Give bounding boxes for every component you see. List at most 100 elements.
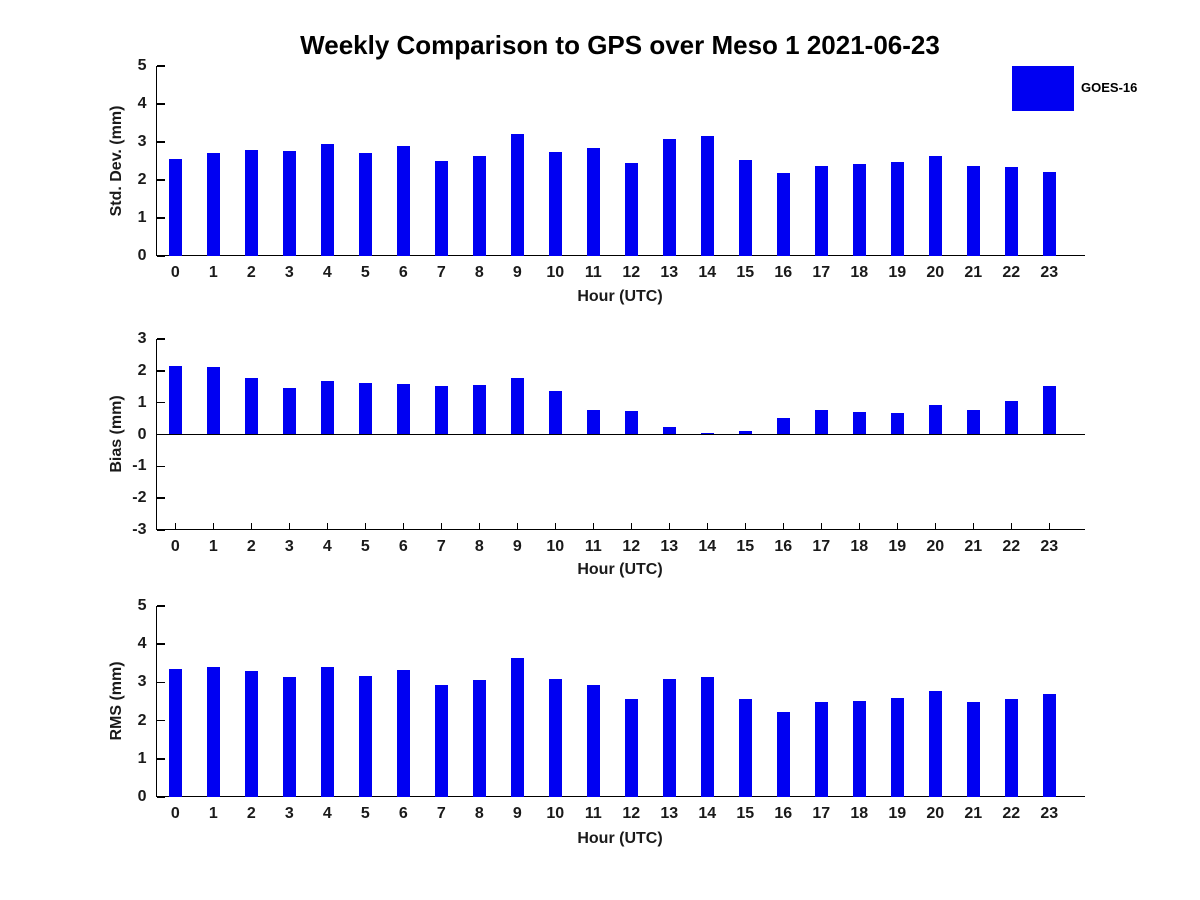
x-tick bbox=[706, 522, 709, 529]
bar-hour-6 bbox=[396, 670, 410, 797]
bar-hour-1 bbox=[206, 153, 220, 256]
y-tick-label: 3 bbox=[137, 133, 147, 150]
y-tick bbox=[157, 758, 165, 760]
y-axis bbox=[155, 66, 157, 256]
bar-hour-17 bbox=[814, 166, 828, 256]
x-tick-label: 12 bbox=[622, 264, 641, 281]
x-tick-label: 20 bbox=[926, 264, 945, 281]
bar-hour-18 bbox=[852, 700, 866, 797]
y-tick-label: 3 bbox=[137, 673, 147, 691]
y-tick bbox=[157, 255, 165, 257]
x-tick-label: 10 bbox=[546, 264, 565, 281]
x-tick bbox=[250, 522, 253, 529]
x-tick-label: 7 bbox=[436, 805, 446, 822]
x-tick bbox=[440, 522, 443, 529]
bar-hour-15 bbox=[738, 430, 752, 435]
y-tick-label: 1 bbox=[137, 749, 147, 767]
bar-hour-22 bbox=[1004, 401, 1018, 435]
x-tick-label: 7 bbox=[436, 264, 446, 281]
x-tick-label: 4 bbox=[322, 538, 332, 555]
x-tick-label: 5 bbox=[360, 538, 370, 555]
bar-hour-11 bbox=[586, 410, 600, 435]
bar-hour-7 bbox=[434, 685, 448, 797]
x-tick-label: 17 bbox=[812, 805, 831, 822]
x-tick bbox=[516, 522, 519, 529]
bar-hour-2 bbox=[244, 149, 258, 256]
x-tick-label: 14 bbox=[698, 264, 717, 281]
x-tick-label: 14 bbox=[698, 805, 717, 822]
x-tick-label: 6 bbox=[398, 264, 408, 281]
x-tick-label: 2 bbox=[246, 264, 256, 281]
x-tick bbox=[1048, 522, 1051, 529]
bar-hour-20 bbox=[928, 156, 942, 256]
y-tick bbox=[157, 497, 165, 499]
x-tick-label: 4 bbox=[322, 264, 332, 281]
x-tick-label: 20 bbox=[926, 538, 945, 555]
y-tick bbox=[157, 103, 165, 105]
bar-hour-5 bbox=[358, 152, 372, 256]
x-tick-label: 22 bbox=[1002, 805, 1021, 822]
x-tick-label: 16 bbox=[774, 264, 793, 281]
bar-hour-4 bbox=[320, 143, 334, 256]
bar-hour-15 bbox=[738, 698, 752, 797]
bar-hour-19 bbox=[890, 697, 904, 797]
stddev-x-axis-label: Hour (UTC) bbox=[577, 288, 663, 305]
x-tick-label: 9 bbox=[512, 538, 522, 555]
x-tick-label: 1 bbox=[208, 538, 218, 555]
x-tick-label: 20 bbox=[926, 805, 945, 822]
x-tick-label: 0 bbox=[170, 805, 180, 822]
x-tick-label: 5 bbox=[360, 264, 370, 281]
y-tick bbox=[157, 370, 165, 372]
x-tick-label: 19 bbox=[888, 538, 907, 555]
y-tick bbox=[157, 681, 165, 684]
x-tick-label: 18 bbox=[850, 264, 869, 281]
bar-hour-6 bbox=[396, 384, 410, 435]
y-tick bbox=[157, 141, 165, 143]
y-axis bbox=[155, 606, 157, 797]
x-tick-label: 13 bbox=[660, 538, 679, 555]
x-tick-label: 22 bbox=[1002, 264, 1021, 281]
x-tick-label: 10 bbox=[546, 805, 565, 822]
bar-hour-3 bbox=[282, 150, 296, 256]
x-tick bbox=[402, 522, 405, 529]
bar-hour-0 bbox=[168, 366, 182, 435]
x-tick-label: 1 bbox=[208, 264, 218, 281]
y-tick bbox=[157, 529, 165, 531]
y-tick-label: 0 bbox=[137, 425, 147, 443]
y-tick-label: 1 bbox=[137, 393, 147, 411]
x-tick bbox=[554, 522, 557, 529]
bar-hour-14 bbox=[700, 136, 714, 256]
bar-hour-14 bbox=[700, 676, 714, 797]
x-tick-label: 2 bbox=[246, 805, 256, 822]
rms-x-axis-label: Hour (UTC) bbox=[577, 830, 663, 847]
bar-hour-18 bbox=[852, 412, 866, 435]
x-tick-label: 5 bbox=[360, 805, 370, 822]
bar-hour-10 bbox=[548, 391, 562, 435]
x-tick-label: 3 bbox=[284, 805, 294, 822]
x-tick-label: 10 bbox=[546, 538, 565, 555]
x-tick-label: 0 bbox=[170, 538, 180, 555]
x-tick-label: 18 bbox=[850, 805, 869, 822]
bar-hour-0 bbox=[168, 159, 182, 256]
x-axis bbox=[155, 795, 1085, 797]
x-tick-label: 4 bbox=[322, 805, 332, 822]
x-tick-label: 6 bbox=[398, 805, 408, 822]
y-tick-label: 0 bbox=[137, 247, 147, 264]
bar-hour-12 bbox=[624, 410, 638, 435]
bar-hour-23 bbox=[1042, 172, 1056, 256]
x-tick-label: 23 bbox=[1040, 538, 1059, 555]
y-tick bbox=[157, 401, 165, 404]
y-tick-label: 5 bbox=[137, 597, 147, 614]
y-tick-label: -2 bbox=[132, 489, 147, 507]
zero-line bbox=[155, 433, 1085, 436]
y-tick-label: 4 bbox=[137, 95, 147, 112]
y-tick bbox=[157, 65, 165, 67]
x-tick bbox=[934, 522, 937, 529]
bar-hour-20 bbox=[928, 691, 942, 797]
bar-hour-8 bbox=[472, 385, 486, 435]
bar-hour-19 bbox=[890, 161, 904, 256]
x-tick-label: 19 bbox=[888, 264, 907, 281]
x-tick-label: 15 bbox=[736, 538, 755, 555]
